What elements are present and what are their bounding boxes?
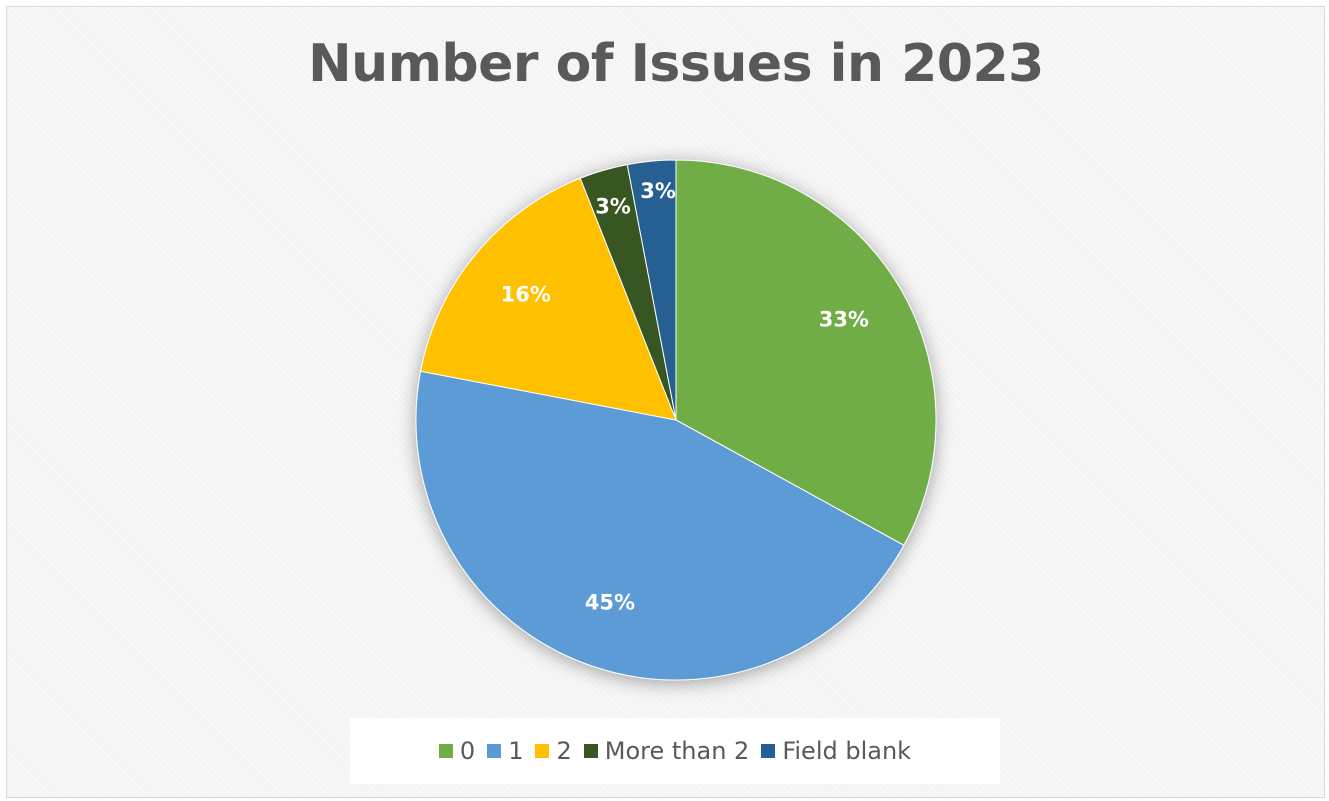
legend-label: 1 [508,737,524,765]
pie-slice-2 [420,177,677,421]
legend: 0 1 2 More than 2 Field blank [350,718,1000,784]
legend-label: 0 [459,737,476,765]
legend-swatch [583,744,598,758]
legend-label: More than 2 [604,737,750,765]
legend-swatch [438,744,453,758]
legend-item-1: 1 [487,737,523,765]
legend-label: 2 [556,737,572,765]
legend-swatch [535,744,550,758]
pie-slice-0 [675,159,937,546]
data-label-0: 33% [819,308,869,332]
data-label-1: 45% [585,590,635,614]
legend-item-more-than-2: More than 2 [583,737,750,765]
pie-slice-field-blank [626,159,677,421]
legend-item-0: 0 [438,737,476,765]
data-label-more-than-2: 3% [595,195,631,219]
data-label-2: 16% [501,283,551,307]
pie-slice-1 [415,370,905,681]
legend-item-2: 2 [535,737,572,765]
legend-item-field-blank: Field blank [761,737,911,765]
data-label-field-blank: 3% [640,179,676,203]
legend-swatch [761,744,776,758]
legend-label: Field blank [782,737,912,765]
chart-title: Number of Issues in 2023 [308,34,1044,94]
legend-swatch [487,744,502,758]
